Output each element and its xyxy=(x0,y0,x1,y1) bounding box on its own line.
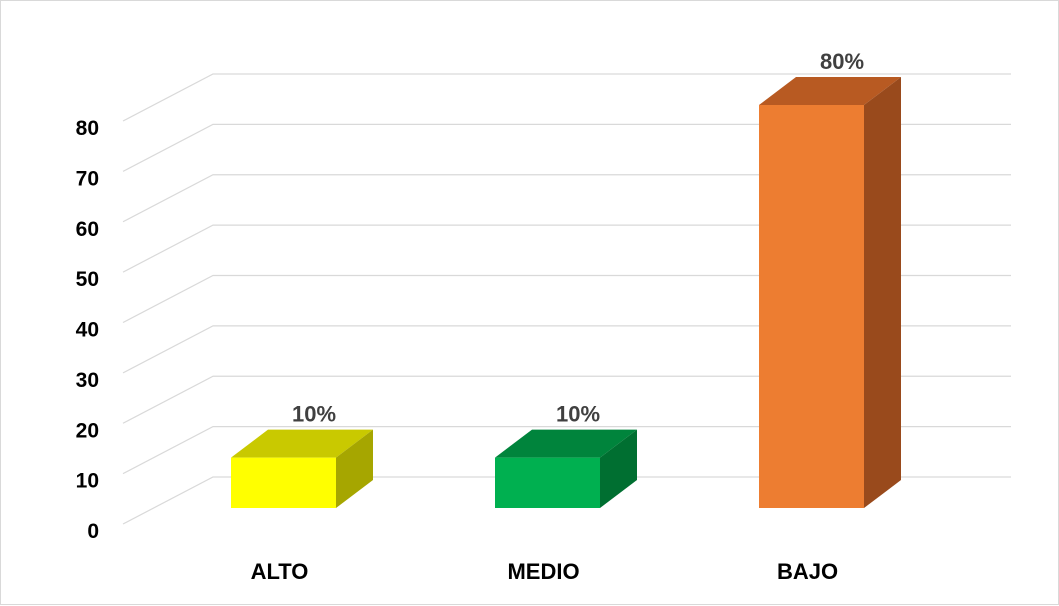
x-category-label-alto: ALTO xyxy=(251,559,309,584)
y-tick-label: 40 xyxy=(76,319,99,342)
bar-top-face xyxy=(495,429,637,458)
x-category-label-bajo: BAJO xyxy=(777,559,838,584)
x-category-label-medio: MEDIO xyxy=(507,559,579,584)
y-tick-label: 10 xyxy=(76,470,99,493)
data-label-medio: 10% xyxy=(556,402,600,427)
x-axis-categories: ALTO MEDIO BAJO xyxy=(251,559,838,584)
bars xyxy=(231,77,901,508)
y-axis-ticks: 0 10 20 30 40 50 60 70 80 xyxy=(76,117,99,543)
y-tick-label: 50 xyxy=(76,268,99,291)
bar-front-face xyxy=(495,457,600,508)
y-tick-label: 30 xyxy=(76,369,99,392)
data-label-alto: 10% xyxy=(292,402,336,427)
gridline xyxy=(122,123,1011,172)
y-tick-label: 80 xyxy=(76,117,99,140)
gridline xyxy=(122,325,1011,374)
bar-front-face xyxy=(759,105,864,508)
y-tick-label: 60 xyxy=(76,218,99,241)
bar-top-face xyxy=(231,429,373,458)
bar-alto xyxy=(231,429,373,508)
bar-side-face xyxy=(336,429,373,508)
gridline xyxy=(122,224,1011,273)
bar-medio xyxy=(495,429,637,508)
bar-side-face xyxy=(600,429,637,508)
bar-top-face xyxy=(759,77,901,105)
gridline xyxy=(122,73,1011,122)
gridline xyxy=(122,375,1011,424)
gridlines xyxy=(122,73,1011,525)
y-tick-label: 70 xyxy=(76,167,99,190)
y-tick-label: 0 xyxy=(87,520,99,543)
gridline xyxy=(122,274,1011,324)
y-tick-label: 20 xyxy=(76,419,99,442)
gridline xyxy=(122,426,1011,475)
bar-front-face xyxy=(231,457,336,508)
data-labels: 10% 10% 80% xyxy=(292,49,864,427)
bar-bajo xyxy=(759,77,901,508)
gridline xyxy=(122,174,1011,223)
bar-side-face xyxy=(864,77,901,508)
data-label-bajo: 80% xyxy=(820,49,864,74)
gridline xyxy=(122,476,1011,525)
